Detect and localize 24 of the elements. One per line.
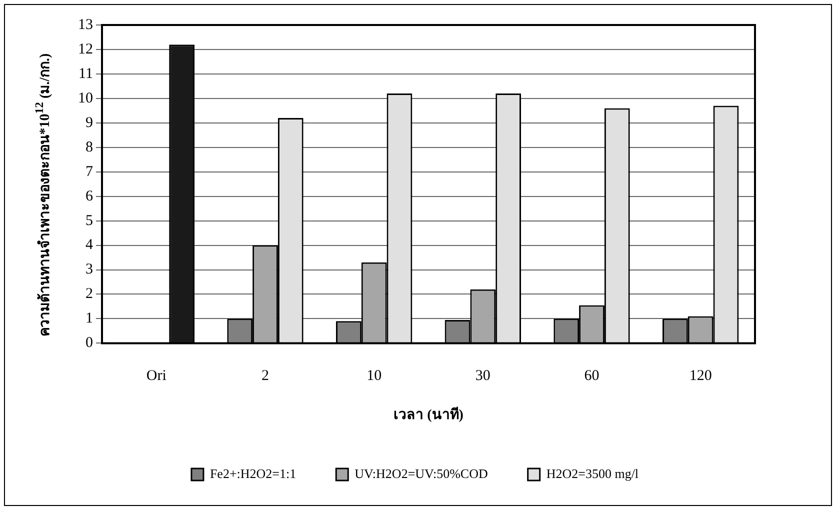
x-tick-label: 120 <box>689 368 712 384</box>
legend-label: Fe2+:H2O2=1:1 <box>210 466 296 481</box>
y-tick-label: 7 <box>86 164 94 180</box>
x-tick-label: 2 <box>262 368 269 384</box>
legend-label: H2O2=3500 mg/l <box>546 466 639 481</box>
y-tick-label: 0 <box>86 335 93 352</box>
y-tick-label: 9 <box>86 114 93 131</box>
x-tick-label: 10 <box>366 368 382 384</box>
y-tick-label: 2 <box>86 286 93 302</box>
y-tick-label: 3 <box>86 262 93 278</box>
y-tick-label: 1 <box>86 310 93 327</box>
x-tick-label: 30 <box>475 368 490 384</box>
y-tick-label: 8 <box>86 139 93 156</box>
y-tick-label: 12 <box>78 41 93 58</box>
legend-label: UV:H2O2=UV:50%COD <box>354 466 488 481</box>
y-tick-label: 10 <box>78 90 93 106</box>
y-tick-label: 5 <box>86 212 93 229</box>
y-tick-label: 13 <box>78 16 93 33</box>
y-tick-label: 6 <box>86 188 94 204</box>
x-tick-label: 60 <box>584 368 600 384</box>
y-tick-label: 4 <box>86 237 94 254</box>
y-tick-label: 11 <box>78 66 93 82</box>
x-axis-title: เวลา (นาที) <box>394 407 464 424</box>
x-tick-label: Ori <box>146 368 166 384</box>
